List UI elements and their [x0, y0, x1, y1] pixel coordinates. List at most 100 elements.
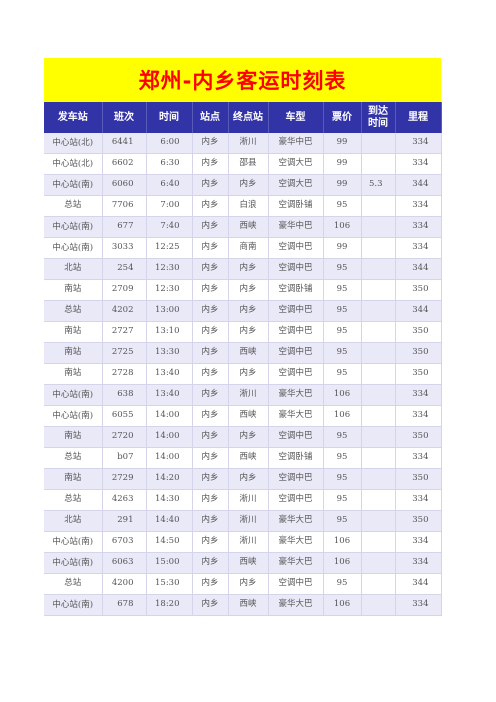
cell-via: 内乡: [192, 153, 229, 175]
cell-fare: 95: [323, 489, 362, 511]
cell-fare: 99: [323, 174, 362, 196]
cell-fare: 99: [323, 133, 362, 154]
cell-station: 中心站(南): [44, 531, 103, 553]
cell-mileage: 334: [395, 216, 442, 238]
cell-bus-type: 豪华大巴: [268, 405, 324, 427]
cell-station: 中心站(南): [44, 174, 103, 196]
cell-trip: 2720: [102, 426, 147, 448]
cell-trip: 2728: [102, 363, 147, 385]
cell-arrival: [361, 405, 396, 427]
cell-bus-type: 空调中巴: [268, 258, 324, 280]
cell-trip: 4263: [102, 489, 147, 511]
cell-terminal: 西峡: [228, 552, 269, 574]
cell-terminal: 白浪: [228, 195, 269, 217]
table-row: 中心站(南) 677 7:40 内乡 西峡 豪华中巴 106 334: [44, 216, 442, 238]
cell-mileage: 350: [395, 510, 442, 532]
cell-via: 内乡: [192, 573, 229, 595]
cell-time: 7:40: [146, 216, 193, 238]
cell-trip: 677: [102, 216, 147, 238]
header-terminal: 终点站: [228, 102, 269, 133]
cell-fare: 106: [323, 405, 362, 427]
cell-mileage: 350: [395, 279, 442, 301]
cell-arrival: [361, 195, 396, 217]
cell-fare: 95: [323, 363, 362, 385]
cell-bus-type: 空调中巴: [268, 342, 324, 364]
cell-bus-type: 空调卧铺: [268, 447, 324, 469]
timetable-sheet: 郑州-内乡客运时刻表 发车站 班次 时间 站点 终点站 车型 票价 到达时间 里…: [44, 58, 442, 616]
table-row: 中心站(南) 638 13:40 内乡 淅川 豪华大巴 106 334: [44, 384, 442, 406]
cell-mileage: 350: [395, 321, 442, 343]
cell-via: 内乡: [192, 300, 229, 322]
cell-arrival: [361, 153, 396, 175]
cell-time: 18:20: [146, 594, 193, 616]
cell-trip: 2727: [102, 321, 147, 343]
cell-terminal: 淅川: [228, 531, 269, 553]
cell-via: 内乡: [192, 405, 229, 427]
cell-station: 总站: [44, 300, 103, 322]
cell-trip: 6602: [102, 153, 147, 175]
cell-mileage: 334: [395, 384, 442, 406]
cell-bus-type: 空调中巴: [268, 468, 324, 490]
cell-mileage: 350: [395, 426, 442, 448]
cell-arrival: [361, 321, 396, 343]
cell-terminal: 邵县: [228, 153, 269, 175]
header-mileage: 里程: [395, 102, 442, 133]
cell-station: 南站: [44, 279, 103, 301]
cell-trip: 7706: [102, 195, 147, 217]
cell-mileage: 350: [395, 363, 442, 385]
table-row: 南站 2720 14:00 内乡 内乡 空调中巴 95 350: [44, 426, 442, 448]
header-via: 站点: [192, 102, 229, 133]
table-row: 南站 2709 12:30 内乡 内乡 空调卧铺 95 350: [44, 279, 442, 301]
header-row: 发车站 班次 时间 站点 终点站 车型 票价 到达时间 里程: [44, 102, 442, 133]
cell-time: 14:30: [146, 489, 193, 511]
cell-bus-type: 空调卧铺: [268, 195, 324, 217]
header-station: 发车站: [44, 102, 103, 133]
cell-via: 内乡: [192, 489, 229, 511]
table-row: 南站 2727 13:10 内乡 内乡 空调中巴 95 350: [44, 321, 442, 343]
cell-trip: 2725: [102, 342, 147, 364]
cell-terminal: 西峡: [228, 447, 269, 469]
cell-mileage: 334: [395, 237, 442, 259]
cell-trip: 6441: [102, 133, 147, 154]
table-row: 总站 4200 15:30 内乡 内乡 空调中巴 95 344: [44, 573, 442, 595]
cell-terminal: 商南: [228, 237, 269, 259]
cell-mileage: 350: [395, 342, 442, 364]
cell-station: 中心站(北): [44, 133, 103, 154]
cell-fare: 95: [323, 468, 362, 490]
cell-trip: 6055: [102, 405, 147, 427]
cell-time: 15:30: [146, 573, 193, 595]
cell-via: 内乡: [192, 237, 229, 259]
cell-time: 13:30: [146, 342, 193, 364]
cell-station: 中心站(南): [44, 237, 103, 259]
cell-arrival: [361, 342, 396, 364]
cell-time: 12:30: [146, 279, 193, 301]
cell-time: 13:00: [146, 300, 193, 322]
cell-station: 总站: [44, 573, 103, 595]
cell-terminal: 西峡: [228, 594, 269, 616]
cell-trip: 6063: [102, 552, 147, 574]
cell-bus-type: 空调中巴: [268, 300, 324, 322]
cell-trip: b07: [102, 447, 147, 469]
table-row: 总站 4202 13:00 内乡 内乡 空调中巴 95 344: [44, 300, 442, 322]
cell-terminal: 内乡: [228, 300, 269, 322]
cell-fare: 95: [323, 195, 362, 217]
cell-time: 6:00: [146, 133, 193, 154]
cell-bus-type: 空调中巴: [268, 573, 324, 595]
cell-mileage: 344: [395, 573, 442, 595]
cell-bus-type: 豪华大巴: [268, 594, 324, 616]
cell-fare: 106: [323, 216, 362, 238]
cell-station: 中心站(南): [44, 216, 103, 238]
cell-via: 内乡: [192, 447, 229, 469]
cell-trip: 3033: [102, 237, 147, 259]
cell-fare: 95: [323, 279, 362, 301]
cell-fare: 95: [323, 258, 362, 280]
cell-trip: 678: [102, 594, 147, 616]
cell-trip: 6703: [102, 531, 147, 553]
cell-via: 内乡: [192, 195, 229, 217]
cell-bus-type: 空调大巴: [268, 153, 324, 175]
cell-time: 7:00: [146, 195, 193, 217]
cell-fare: 99: [323, 153, 362, 175]
header-trip: 班次: [102, 102, 147, 133]
cell-mileage: 334: [395, 133, 442, 154]
cell-time: 15:00: [146, 552, 193, 574]
